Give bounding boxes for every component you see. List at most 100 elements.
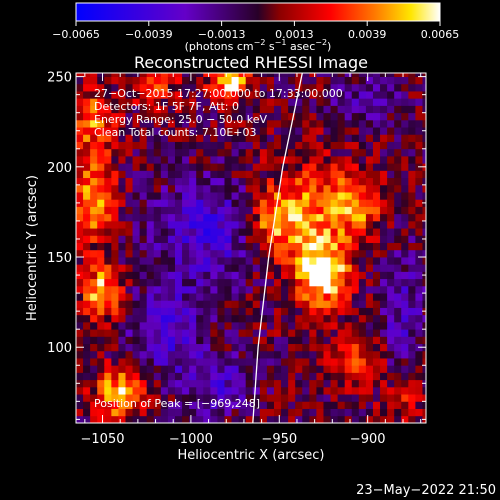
- heatmap-cell: [358, 73, 367, 78]
- heatmap-cell: [394, 386, 402, 395]
- heatmap-cell: [160, 112, 169, 121]
- heatmap-cell: [83, 76, 91, 85]
- heatmap-cell: [295, 278, 303, 287]
- heatmap-cell: [231, 314, 240, 323]
- heatmap-cell: [196, 415, 204, 423]
- heatmap-cell: [259, 83, 268, 92]
- heatmap-cell: [132, 314, 141, 323]
- heatmap-cell: [160, 358, 169, 366]
- heatmap-cell: [97, 336, 105, 345]
- heatmap-cell: [302, 155, 310, 164]
- heatmap-cell: [252, 148, 261, 157]
- heatmap-cell: [174, 91, 183, 99]
- heatmap-cell: [160, 401, 169, 409]
- heatmap-cell: [139, 127, 148, 135]
- heatmap-cell: [309, 350, 317, 359]
- heatmap-cell: [97, 206, 105, 215]
- heatmap-cell: [217, 206, 225, 215]
- heatmap-cell: [160, 220, 169, 229]
- heatmap-cell: [174, 148, 183, 157]
- heatmap-cell: [224, 134, 232, 142]
- heatmap-cell: [217, 321, 225, 330]
- heatmap-cell: [273, 73, 282, 78]
- heatmap-cell: [76, 83, 84, 92]
- heatmap-cell: [118, 358, 126, 366]
- heatmap-cell: [245, 83, 254, 92]
- heatmap-cell: [380, 206, 388, 215]
- heatmap-cell: [245, 271, 254, 280]
- heatmap-cell: [337, 148, 346, 157]
- heatmap-cell: [224, 163, 232, 171]
- heatmap-cell: [295, 343, 303, 352]
- heatmap-cell: [97, 314, 105, 323]
- heatmap-cell: [160, 134, 169, 142]
- heatmap-cell: [259, 155, 268, 164]
- heatmap-cell: [358, 257, 367, 265]
- heatmap-cell: [266, 278, 275, 287]
- heatmap-cell: [231, 213, 240, 222]
- heatmap-cell: [139, 372, 148, 381]
- heatmap-cell: [372, 213, 381, 222]
- heatmap-cell: [351, 415, 360, 423]
- heatmap-cell: [97, 278, 105, 287]
- heatmap-cell: [118, 350, 126, 359]
- heatmap-cell: [330, 127, 339, 135]
- heatmap-cell: [196, 408, 204, 417]
- heatmap-cell: [245, 264, 254, 272]
- heatmap-cell: [337, 415, 346, 423]
- heatmap-cell: [90, 329, 98, 337]
- x-tick-label: −900: [350, 432, 386, 447]
- heatmap-cell: [401, 155, 409, 164]
- heatmap-cell: [224, 155, 232, 164]
- heatmap-cell: [189, 83, 197, 92]
- heatmap-cell: [139, 300, 148, 308]
- heatmap-cell: [415, 76, 423, 85]
- heatmap-cell: [302, 184, 310, 193]
- heatmap-cell: [217, 264, 225, 272]
- heatmap-cell: [323, 264, 331, 272]
- heatmap-cell: [90, 293, 98, 301]
- heatmap-cell: [330, 293, 339, 301]
- heatmap-cell: [132, 300, 141, 308]
- heatmap-cell: [97, 192, 105, 200]
- heatmap-cell: [415, 73, 423, 78]
- heatmap-cell: [210, 343, 218, 352]
- heatmap-cell: [139, 206, 148, 215]
- heatmap-cell: [387, 184, 395, 193]
- heatmap-cell: [316, 300, 324, 308]
- heatmap-cell: [182, 408, 190, 417]
- heatmap-cell: [111, 242, 119, 251]
- heatmap-cell: [153, 213, 162, 222]
- heatmap-cell: [132, 293, 141, 301]
- heatmap-cell: [146, 184, 155, 193]
- heatmap-cell: [273, 293, 282, 301]
- heatmap-cell: [266, 184, 275, 193]
- heatmap-cell: [288, 235, 296, 243]
- heatmap-cell: [160, 213, 169, 222]
- heatmap-cell: [196, 329, 204, 337]
- heatmap-cell: [344, 206, 353, 215]
- heatmap-cell: [111, 285, 119, 294]
- heatmap-cell: [217, 350, 225, 359]
- heatmap-cell: [273, 112, 282, 121]
- heatmap-cell: [372, 336, 381, 345]
- heatmap-cell: [167, 98, 176, 106]
- heatmap-cell: [387, 408, 395, 417]
- heatmap-cell: [309, 293, 317, 301]
- heatmap-cell: [203, 343, 211, 352]
- heatmap-cell: [174, 307, 183, 316]
- heatmap-cell: [266, 98, 275, 106]
- heatmap-cell: [295, 76, 303, 85]
- heatmap-cell: [316, 127, 324, 135]
- heatmap-cell: [295, 148, 303, 157]
- heatmap-cell: [174, 184, 183, 193]
- heatmap-cell: [153, 379, 162, 388]
- heatmap-cell: [266, 119, 275, 128]
- heatmap-cell: [401, 119, 409, 128]
- heatmap-cell: [372, 379, 381, 388]
- heatmap-cell: [118, 119, 126, 128]
- heatmap-cell: [224, 386, 232, 395]
- heatmap-cell: [273, 321, 282, 330]
- heatmap-cell: [83, 163, 91, 171]
- heatmap-cell: [380, 329, 388, 337]
